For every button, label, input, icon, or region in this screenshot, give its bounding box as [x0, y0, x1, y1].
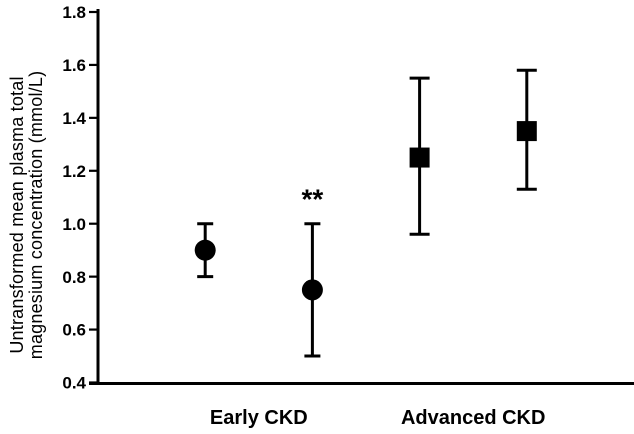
y-tick-label: 1.0: [62, 215, 86, 234]
x-category-label: Advanced CKD: [401, 407, 545, 429]
y-axis-title-line: Untransformed mean plasma total: [7, 76, 27, 353]
marker-circle: [301, 279, 323, 301]
y-tick-label: 0.4: [62, 374, 86, 393]
y-tick-label: 1.2: [62, 162, 86, 181]
marker-square: [409, 147, 430, 168]
y-tick-label: 1.8: [62, 3, 86, 22]
y-tick-label: 0.8: [62, 268, 86, 287]
y-axis-title-line: magnesium concentration (mmol/L): [26, 71, 46, 360]
y-tick-label: 0.6: [62, 321, 86, 340]
y-tick-label: 1.6: [62, 56, 86, 75]
x-category-label: Early CKD: [210, 407, 308, 429]
marker-square: [516, 121, 537, 142]
y-tick-label: 1.4: [62, 109, 86, 128]
significance-annotation: **: [302, 184, 324, 215]
marker-circle: [194, 239, 216, 261]
